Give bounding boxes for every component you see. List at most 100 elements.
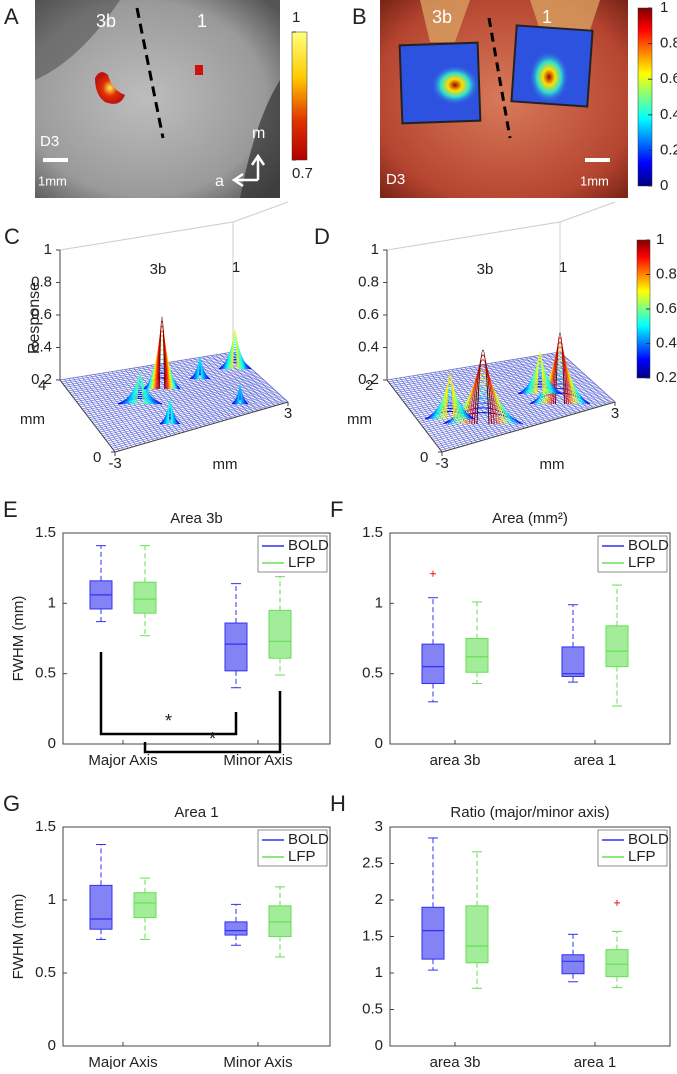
outlier: [614, 899, 620, 906]
colorbar-label: 0.6: [656, 300, 677, 317]
y-tick-label: 1.5: [35, 524, 56, 541]
mesh-line: [110, 397, 284, 447]
box: [133, 581, 157, 614]
panel-letter: H: [330, 791, 346, 816]
box: [224, 622, 248, 672]
y-tick-label: 0.5: [35, 964, 56, 981]
mesh-line: [439, 399, 613, 449]
surface-contour: [549, 346, 571, 405]
significance-star: *: [165, 711, 172, 731]
surface-contour: [123, 390, 157, 405]
surface-contour: [155, 330, 169, 390]
surface-contour: [130, 380, 150, 405]
surface-contour: [445, 373, 455, 420]
x-axis-label: mm: [213, 456, 238, 473]
surface-contour: [432, 396, 468, 420]
box: [268, 609, 292, 659]
mesh-line: [435, 395, 609, 444]
y-axis: [59, 379, 116, 453]
mesh-line: [418, 380, 592, 422]
box: [561, 954, 585, 975]
x-tick-label: Minor Axis: [223, 1054, 292, 1069]
x-tick-label: 3: [611, 405, 619, 422]
mesh-line: [473, 365, 529, 428]
label: a: [215, 173, 224, 190]
y-axis-label: FWHM (mm): [10, 894, 27, 980]
box: [224, 921, 248, 936]
surface-contour: [440, 382, 460, 420]
surface-contour: [463, 373, 503, 425]
surface-contour: [228, 336, 242, 370]
colorbar-label: 1: [656, 231, 664, 248]
panel-letter: B: [352, 4, 367, 29]
mesh-line: [512, 359, 568, 416]
y-tick-label: 1: [48, 891, 56, 908]
z-tick-label: 0.4: [358, 338, 379, 355]
surface-contour: [551, 341, 569, 405]
panel-letter: C: [4, 224, 20, 249]
box: [421, 906, 445, 960]
mesh-line: [102, 390, 276, 437]
surface-contour: [133, 376, 147, 405]
y-tick-label: 0: [93, 449, 101, 466]
surface-contour: [458, 383, 508, 425]
surface-contour: [222, 351, 248, 370]
surface-contour: [466, 369, 500, 425]
surface-contour: [196, 359, 204, 380]
x-tick-label: -3: [108, 455, 121, 472]
z-tick-label: 0.6: [31, 306, 52, 323]
label: 1mm: [580, 173, 609, 188]
legend-label: LFP: [628, 848, 656, 865]
activation: [195, 65, 203, 75]
y-tick-label: 2: [365, 377, 373, 394]
box: [268, 905, 292, 938]
mesh-line: [551, 353, 607, 405]
surface-contour: [527, 367, 553, 395]
surface-contour: [131, 378, 149, 405]
y-tick-label: 2: [375, 891, 383, 908]
surface-contour: [154, 335, 170, 390]
surface-contour: [533, 356, 547, 395]
surface-contour: [429, 402, 471, 420]
y-tick-label: 1.5: [35, 818, 56, 835]
z-tick-label: 0.8: [358, 273, 379, 290]
x-tick-label: Major Axis: [88, 1054, 157, 1069]
mesh-line: [103, 391, 278, 438]
mesh-line: [88, 377, 262, 419]
activation: [95, 72, 125, 104]
colorbar-label: 1: [660, 0, 668, 16]
panel-letter: F: [330, 497, 343, 522]
mesh-line: [90, 379, 264, 420]
label: D3: [386, 171, 405, 188]
legend: [257, 829, 328, 867]
y-axis-label: FWHM (mm): [10, 596, 27, 682]
surface-contour: [521, 378, 559, 395]
label: 1: [197, 11, 207, 31]
legend-label: BOLD: [288, 537, 329, 554]
electrode-lead: [420, 0, 470, 42]
surface-contour: [151, 344, 173, 390]
significance-bracket: [99, 652, 238, 736]
mesh-line: [211, 355, 267, 409]
mesh-line: [172, 361, 228, 420]
surface-contour: [537, 374, 583, 405]
y-tick-label: 0: [48, 735, 56, 752]
surface-contour: [444, 376, 456, 420]
mesh-line: [92, 381, 267, 424]
surface-contour: [435, 390, 465, 420]
y-tick-label: 1: [375, 594, 383, 611]
surface-contour: [225, 344, 245, 370]
colorbar-label: 0: [660, 177, 668, 194]
surface-contour: [473, 354, 493, 425]
x-tick-label: area 3b: [430, 1054, 481, 1069]
mesh-line: [206, 355, 263, 410]
colorbar: [291, 31, 308, 161]
area-label: 1: [232, 259, 240, 276]
surface-contour: [437, 387, 463, 420]
colorbar-label: 0.2: [660, 141, 677, 158]
mesh-line: [437, 397, 611, 447]
surface-contour: [536, 351, 544, 395]
x-axis: [441, 401, 616, 453]
y-tick-label: 0.5: [35, 665, 56, 682]
y-axis: [386, 379, 443, 453]
